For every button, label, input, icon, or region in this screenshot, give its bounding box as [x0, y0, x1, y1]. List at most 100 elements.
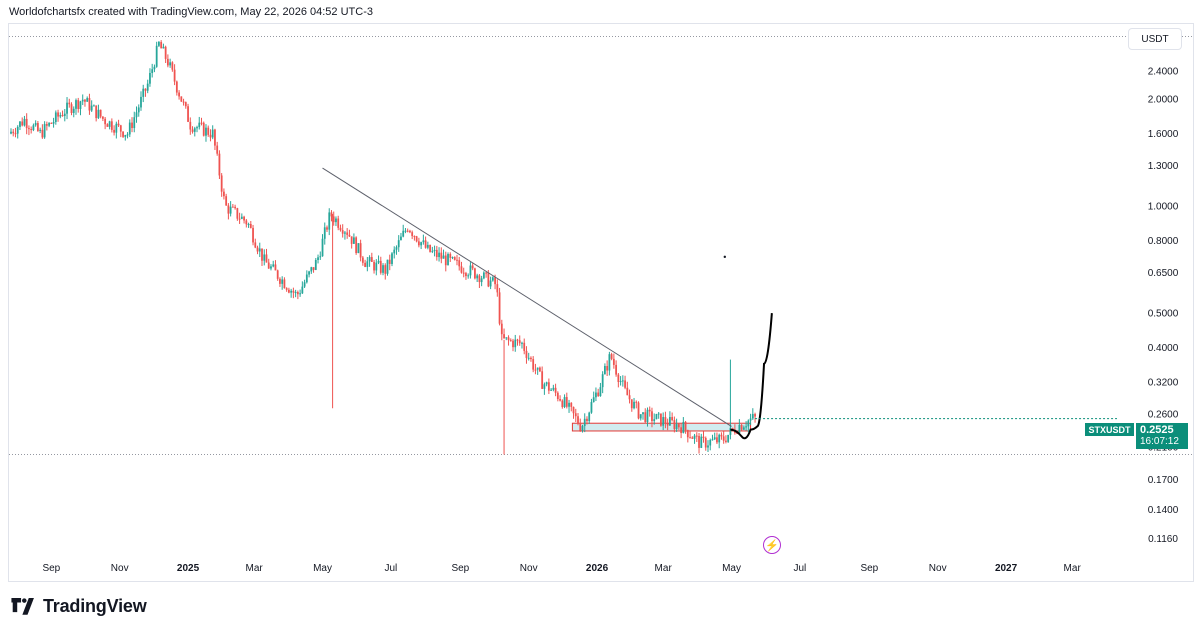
candle-body-100: [234, 206, 237, 209]
candle-body-75: [178, 92, 180, 97]
candle-body-62: [149, 72, 151, 84]
candle-body-22: [59, 115, 62, 117]
candle-body-143: [330, 212, 333, 217]
candle-body-161: [370, 257, 373, 262]
candle-body-242: [552, 387, 555, 390]
candle-body-92: [216, 145, 219, 154]
candle-body-76: [180, 96, 183, 102]
candle-body-274: [624, 380, 626, 388]
candle-body-207: [474, 268, 476, 279]
candle-body-86: [202, 122, 205, 136]
candle-body-167: [384, 265, 387, 274]
candle-body-127: [294, 292, 297, 294]
candle-body-286: [651, 411, 653, 422]
candle-body-263: [599, 387, 602, 397]
candle-body-82: [193, 128, 196, 132]
candle-body-39: [97, 109, 100, 119]
candle-body-173: [397, 240, 400, 248]
candle-body-128: [296, 292, 299, 295]
candle-body-268: [610, 354, 613, 359]
candle-body-145: [335, 218, 337, 223]
candle-body-95: [223, 191, 225, 197]
candle-body-32: [81, 99, 84, 102]
candle-body-230: [525, 350, 528, 358]
candle-body-85: [200, 122, 203, 124]
candle-body-185: [424, 240, 427, 248]
candle-body-60: [144, 88, 147, 91]
candle-body-192: [440, 252, 443, 259]
candle-body-302: [686, 430, 689, 438]
candle-body-293: [666, 423, 669, 426]
candle-body-17: [48, 122, 50, 126]
candle-body-314: [713, 437, 716, 440]
candle-body-229: [523, 342, 526, 351]
candle-body-166: [382, 265, 384, 273]
price-chart[interactable]: 3.00002.40002.00001.60001.30001.00000.80…: [9, 24, 1193, 581]
x-tick-label-5: Jul: [384, 563, 397, 574]
candle-body-226: [516, 339, 519, 341]
candle-body-154: [355, 237, 358, 254]
candle-body-131: [303, 282, 306, 287]
lightning-icon[interactable]: ⚡: [763, 536, 781, 554]
candle-body-70: [166, 58, 169, 66]
candle-body-51: [124, 135, 127, 137]
candle-body-119: [276, 270, 279, 279]
candle-body-111: [258, 248, 261, 252]
candle-body-194: [444, 255, 447, 266]
candle-body-54: [131, 122, 133, 129]
candle-body-117: [272, 264, 275, 267]
candle-body-275: [626, 387, 629, 396]
candle-body-281: [639, 414, 642, 419]
candle-body-254: [579, 423, 582, 431]
candle-body-172: [395, 247, 398, 250]
candle-body-120: [279, 278, 281, 284]
x-tick-label-14: 2027: [995, 563, 1018, 574]
candle-body-257: [586, 418, 588, 422]
candle-body-279: [635, 401, 638, 403]
y-tick-label-1: 2.4000: [1148, 66, 1179, 77]
candle-body-61: [146, 83, 149, 91]
candle-body-244: [556, 392, 559, 400]
y-tick-label-7: 0.6500: [1148, 268, 1179, 279]
x-tick-label-1: Nov: [111, 563, 129, 574]
candle-body-74: [175, 81, 178, 93]
candle-body-332: [754, 414, 756, 417]
candle-body-223: [509, 340, 512, 342]
candle-body-147: [339, 227, 342, 231]
candle-body-320: [727, 434, 730, 442]
candle-body-36: [90, 105, 93, 111]
tradingview-logo[interactable]: TradingView: [9, 596, 147, 617]
currency-button[interactable]: USDT: [1128, 28, 1182, 50]
y-tick-label-13: 0.1700: [1148, 475, 1179, 486]
candle-body-325: [738, 424, 741, 434]
candle-body-140: [323, 227, 326, 239]
bar-countdown: 16:07:12: [1140, 436, 1179, 447]
candle-body-137: [317, 257, 319, 260]
candle-body-158: [364, 262, 366, 267]
x-tick-label-7: Nov: [520, 563, 538, 574]
candle-body-273: [621, 380, 624, 382]
candle-body-272: [619, 381, 622, 383]
candle-body-149: [344, 232, 346, 234]
candle-body-227: [518, 340, 521, 344]
candle-body-104: [243, 216, 245, 221]
candle-body-41: [101, 116, 104, 119]
candle-body-298: [677, 424, 680, 428]
y-tick-label-2: 2.0000: [1148, 95, 1179, 106]
candle-body-146: [337, 218, 340, 228]
candle-body-239: [545, 382, 548, 385]
candle-body-83: [196, 127, 198, 129]
candle-body-132: [305, 274, 308, 283]
candle-body-255: [581, 426, 584, 431]
candle-body-148: [341, 230, 344, 234]
candle-body-280: [637, 402, 640, 419]
candle-body-34: [86, 98, 89, 102]
candle-body-292: [664, 417, 667, 424]
candle-body-94: [220, 175, 223, 192]
chart-panel[interactable]: 3.00002.40002.00001.60001.30001.00000.80…: [8, 23, 1194, 582]
candle-body-267: [608, 354, 611, 371]
candle-body-213: [487, 272, 490, 287]
candle-body-16: [45, 124, 48, 126]
candle-body-198: [453, 257, 456, 260]
candle-body-309: [702, 436, 705, 438]
